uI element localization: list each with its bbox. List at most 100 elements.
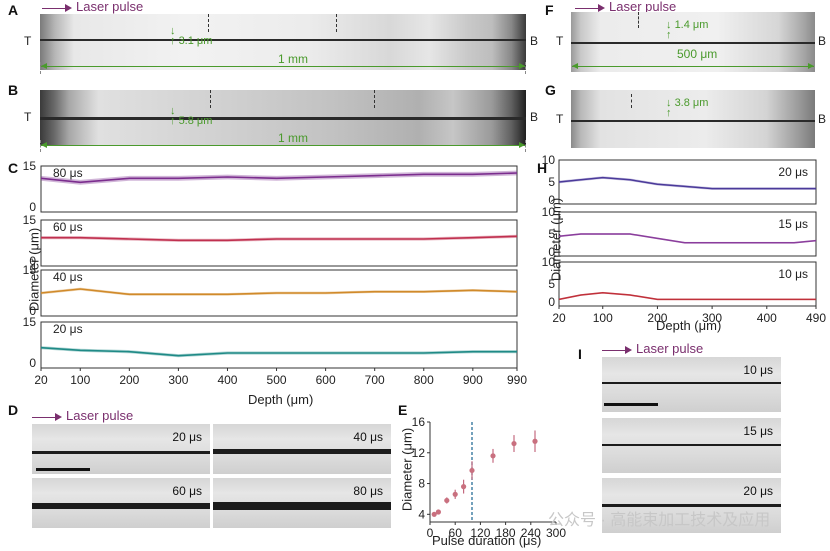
laser-pulse-label-f: Laser pulse — [575, 0, 676, 14]
channel-d4 — [213, 502, 391, 510]
c-ytick: 15 — [23, 159, 37, 173]
c-row-frame — [40, 219, 518, 267]
h-ytick: 10 — [542, 153, 556, 167]
tile-i-10us: 10 μs — [602, 357, 781, 412]
scale-bar-f — [572, 62, 814, 70]
panel-label-f: F — [545, 2, 554, 18]
bottom-label-b: B — [530, 110, 539, 124]
laser-pulse-label-d: Laser pulse — [32, 408, 133, 423]
c-xtick: 800 — [414, 373, 434, 387]
h-xtick: 490 — [806, 311, 826, 325]
scale-label-f: 500 μm — [677, 47, 718, 61]
e-point — [461, 484, 467, 490]
channel-i3 — [602, 504, 781, 507]
c-ytick: 0 — [29, 254, 36, 268]
tile-d-20us: 20 μs — [32, 424, 210, 474]
tile-label: 15 μs — [743, 424, 773, 438]
h-ytick: 5 — [548, 227, 555, 241]
h-ytick: 0 — [548, 295, 555, 309]
tile-d-80us: 80 μs — [213, 478, 391, 528]
tile-label: 20 μs — [743, 484, 773, 498]
dash-marker-g1 — [631, 94, 632, 108]
e-point — [444, 497, 450, 504]
scale-label-b: 1 mm — [278, 131, 308, 145]
scale-bar-b — [41, 141, 525, 149]
micrograph-b — [40, 90, 526, 146]
panel-label-d: D — [8, 402, 19, 418]
top-label-a: T — [24, 34, 32, 48]
depth-profile-chart-h: 10 5 0 20 μs 10 5 0 15 μs 10 5 0 10 μs 20 100 200 300 40… — [542, 153, 827, 325]
dash-marker-f1 — [638, 12, 639, 28]
panel-label-a: A — [8, 2, 19, 18]
c-row-label: 20 μs — [53, 322, 83, 336]
tile-d-60us: 60 μs — [32, 478, 210, 528]
h-ytick: 10 — [542, 205, 556, 219]
scale-bar-i — [604, 403, 658, 406]
h-series-line — [558, 233, 817, 244]
scale-label-a: 1 mm — [278, 52, 308, 66]
laser-pulse-label-i: Laser pulse — [602, 341, 703, 356]
c-ytick: 0 — [29, 356, 36, 370]
tile-label: 20 μs — [172, 430, 202, 444]
e-ytick: 16 — [412, 415, 426, 429]
h-row-frame — [558, 261, 817, 307]
c-ytick: 15 — [23, 263, 37, 277]
e-ytick: 4 — [418, 507, 425, 521]
scale-bar-a — [41, 62, 525, 70]
laser-arrow-icon — [602, 345, 632, 355]
width-marker-b: ↓ ↑ 5.8 μm — [170, 105, 213, 127]
c-xtick: 300 — [168, 373, 188, 387]
guide-b-right — [525, 140, 526, 152]
e-xtick: 0 — [427, 526, 434, 540]
c-xlabel: Depth (μm) — [248, 392, 314, 407]
c-xtick: 600 — [316, 373, 336, 387]
laser-arrow-icon — [32, 412, 62, 422]
e-point — [511, 440, 517, 447]
h-ytick: 5 — [548, 277, 555, 291]
micrograph-g — [571, 90, 815, 148]
top-label-b: T — [24, 110, 32, 124]
dash-marker-a2 — [336, 14, 337, 32]
channel-b — [40, 117, 526, 120]
panel-label-c: C — [8, 160, 19, 176]
h-series-line — [558, 292, 816, 301]
tile-i-15us: 15 μs — [602, 418, 781, 473]
c-xtick: 700 — [365, 373, 385, 387]
e-xtick: 180 — [496, 526, 516, 540]
scale-bar-d — [36, 468, 90, 471]
c-xtick: 900 — [463, 373, 483, 387]
c-series-line — [40, 288, 518, 296]
h-xtick: 100 — [593, 311, 613, 325]
e-point — [435, 509, 441, 515]
h-xtick: 300 — [702, 311, 722, 325]
e-point — [452, 491, 458, 497]
h-row-label: 10 μs — [778, 267, 808, 281]
h-xlabel: Depth (μm) — [656, 318, 722, 333]
e-point — [431, 511, 437, 517]
e-point — [532, 438, 538, 444]
h-ytick: 5 — [548, 175, 555, 189]
c-row-label: 60 μs — [53, 220, 83, 234]
laser-arrow-icon — [42, 3, 72, 13]
width-marker-g: ↓ 3.8 μm ↑ — [666, 97, 709, 119]
micrograph-f — [571, 12, 815, 72]
top-label-f: T — [556, 34, 564, 48]
c-xtick: 990 — [507, 373, 527, 387]
scatter-chart-e: 4 8 12 16 0 60 120 180 240 300 — [412, 415, 567, 540]
channel-d1 — [32, 451, 210, 454]
panel-label-g: G — [545, 82, 556, 98]
guide-b-left — [40, 140, 41, 152]
c-series-line — [40, 346, 517, 357]
width-marker-a: ↓ ↑ 3.1 μm — [170, 25, 213, 47]
dash-marker-a1 — [208, 14, 209, 32]
channel-d3 — [32, 503, 210, 509]
h-xtick: 20 — [552, 311, 566, 325]
e-ytick: 8 — [418, 477, 425, 491]
e-point — [469, 467, 475, 474]
h-row-frame — [558, 211, 817, 257]
laser-pulse-label-a: Laser pulse — [42, 0, 143, 14]
h-ytick: 0 — [548, 245, 555, 259]
c-ytick: 0 — [29, 304, 36, 318]
width-marker-f: ↓ 1.4 μm ↑ — [666, 19, 709, 41]
